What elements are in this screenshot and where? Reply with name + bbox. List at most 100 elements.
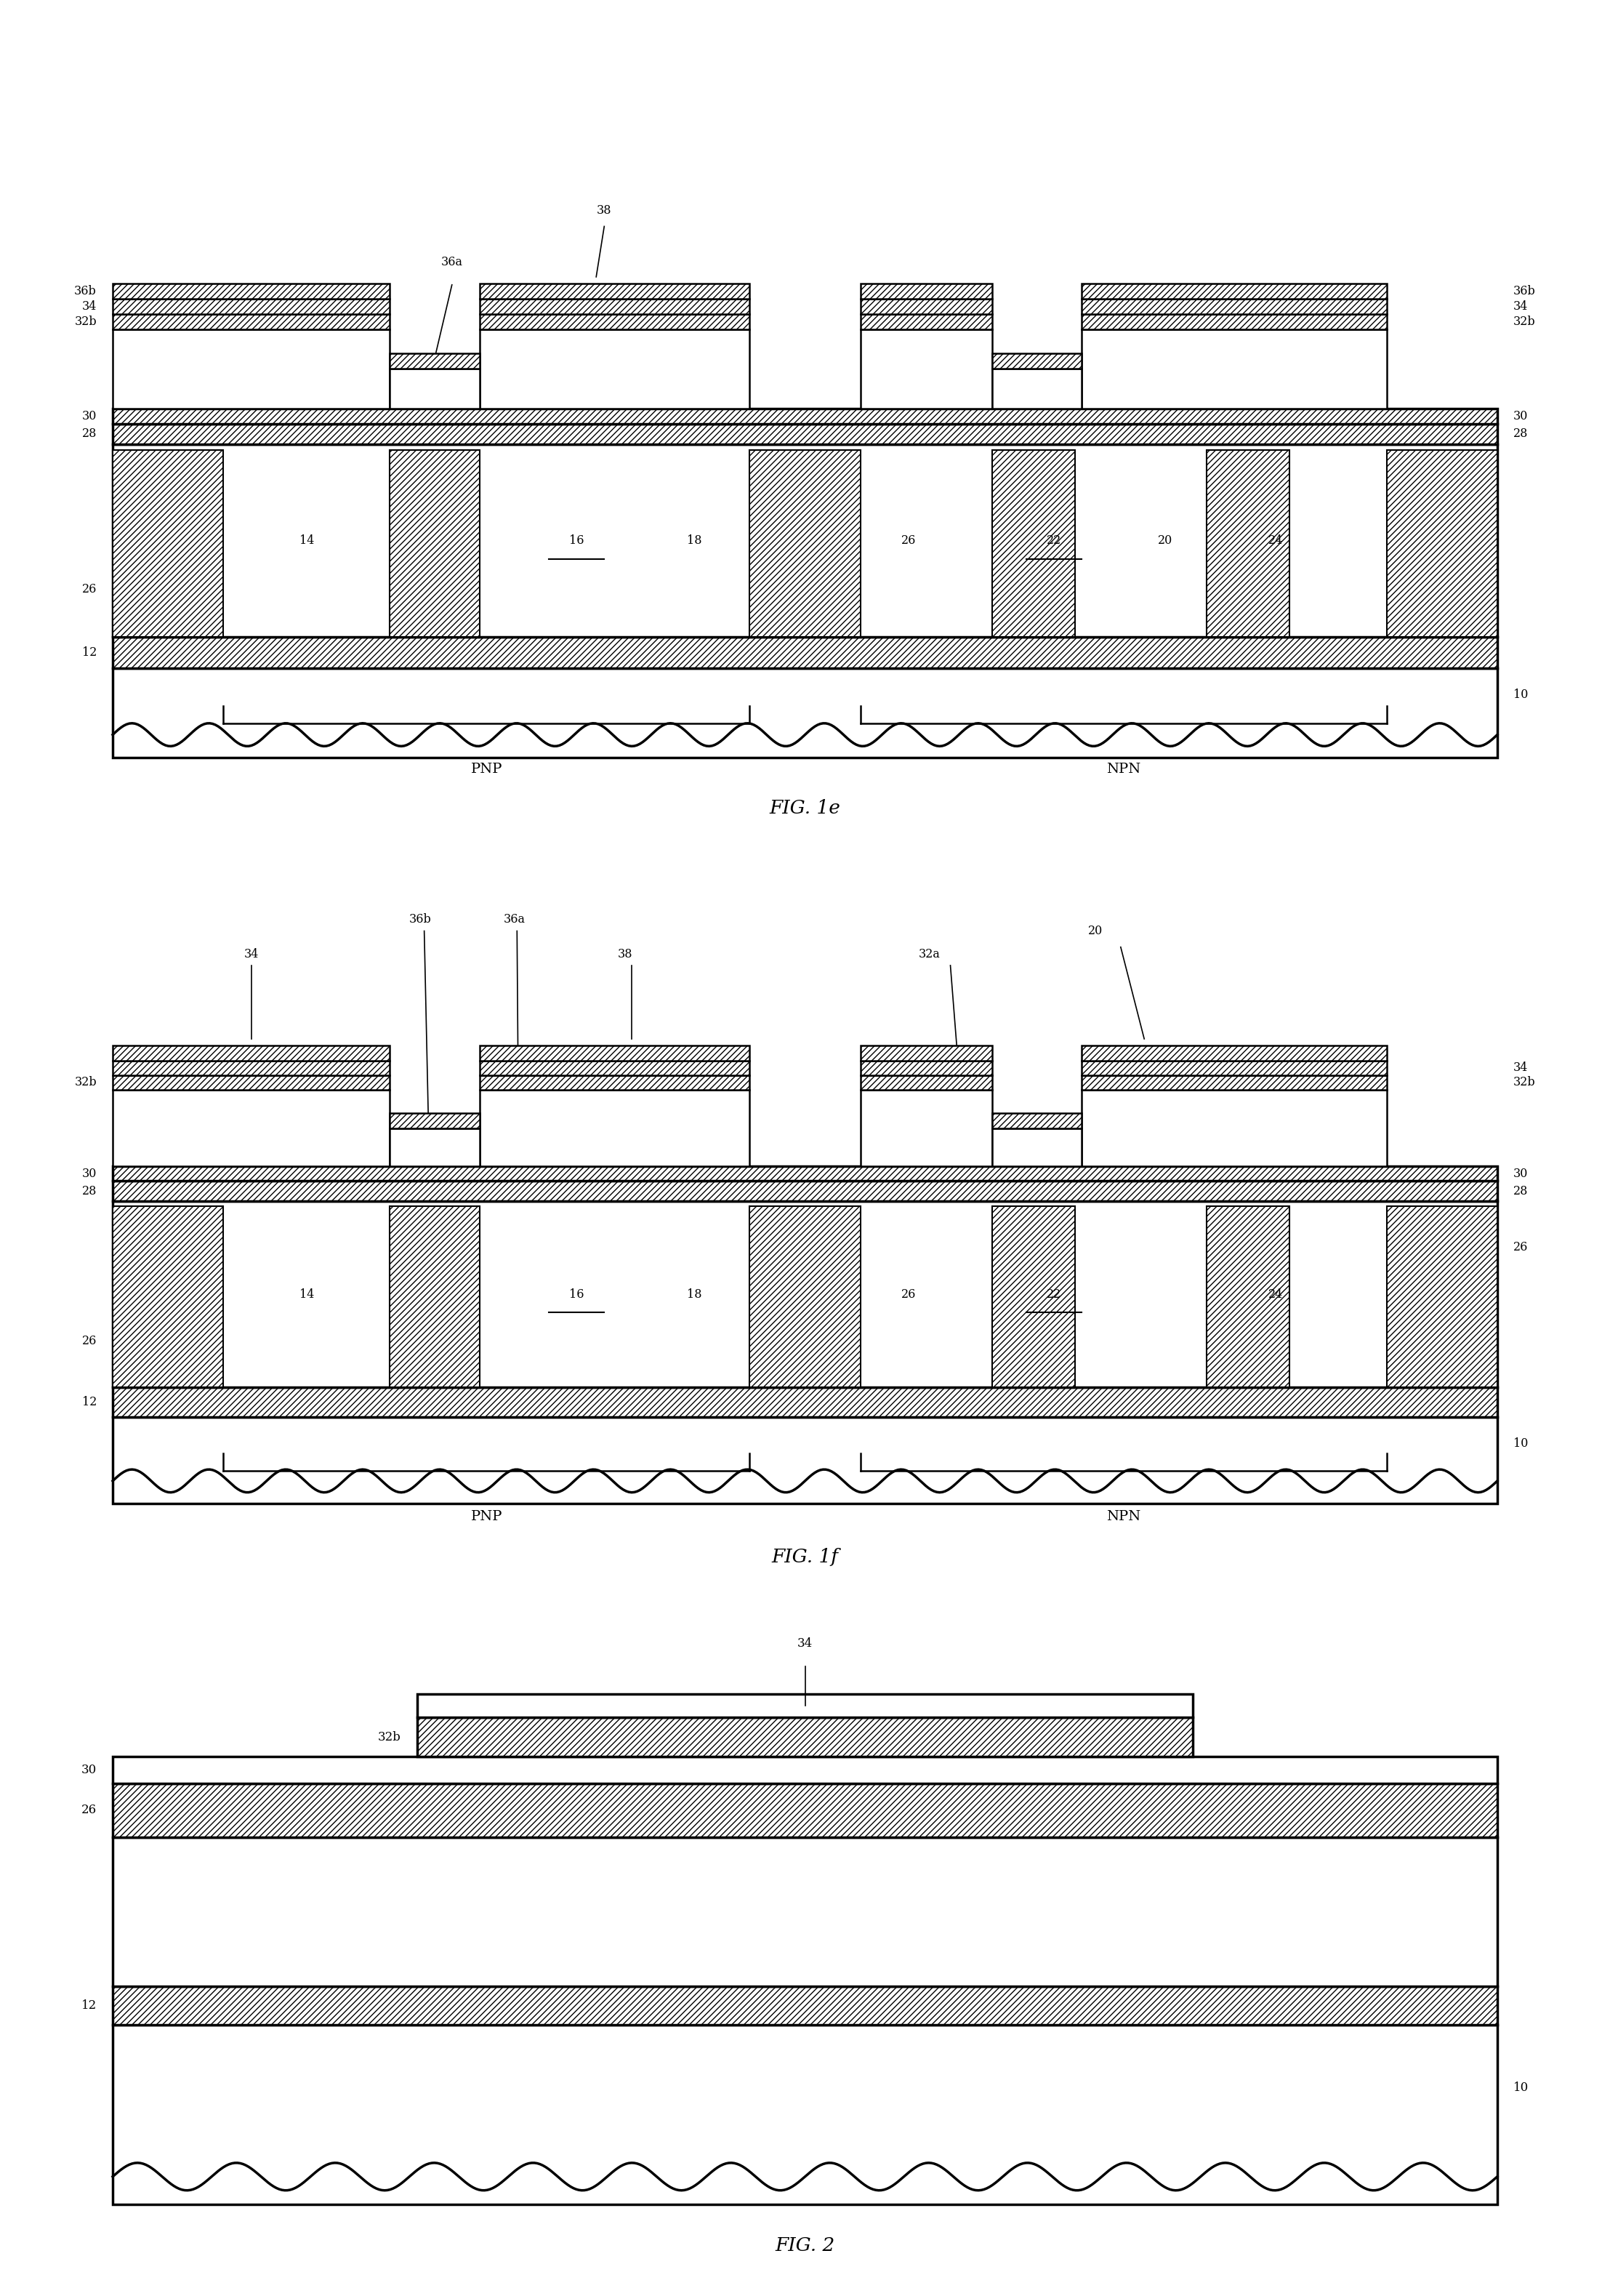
Text: 34: 34 [797, 1637, 813, 1649]
Bar [113, 1180, 1497, 1201]
Bar [390, 1114, 480, 1127]
Bar [390, 1127, 480, 1166]
Bar [113, 1417, 1497, 1504]
Bar [113, 1756, 1497, 1784]
Text: 14: 14 [299, 1288, 314, 1300]
Text: 26: 26 [1513, 1242, 1528, 1254]
Text: 32a: 32a [932, 379, 955, 390]
Bar [1082, 285, 1386, 298]
Text: FIG. 2: FIG. 2 [774, 2236, 836, 2255]
Bar [1082, 1075, 1386, 1091]
Bar [113, 1201, 1497, 1387]
Bar [1386, 1205, 1497, 1387]
Bar [113, 2025, 1497, 2204]
Bar [113, 443, 1497, 636]
Text: 30: 30 [82, 1166, 97, 1180]
Bar [390, 370, 480, 409]
Text: 36a: 36a [441, 255, 462, 269]
Bar [113, 328, 390, 409]
Bar [992, 1127, 1082, 1166]
Bar [480, 298, 750, 315]
Bar [113, 409, 1497, 422]
Bar [1082, 1061, 1386, 1075]
Text: 26: 26 [82, 583, 97, 595]
Bar [113, 1091, 390, 1166]
Bar [113, 1045, 390, 1061]
Text: FIG. 1f: FIG. 1f [771, 1548, 839, 1566]
Bar [480, 1045, 750, 1061]
Text: 18: 18 [687, 1288, 702, 1300]
Bar [860, 285, 992, 298]
Bar [113, 285, 390, 298]
Text: 10: 10 [1513, 689, 1528, 700]
Bar [417, 1717, 1193, 1756]
Bar [417, 1694, 1193, 1717]
Bar [113, 315, 390, 328]
Bar [860, 315, 992, 328]
Text: 32b: 32b [378, 1731, 401, 1743]
Text: 32b: 32b [74, 315, 97, 328]
Text: 32b: 32b [1513, 1077, 1536, 1088]
Text: 28: 28 [1513, 1185, 1528, 1196]
Text: 10: 10 [1513, 2082, 1530, 2094]
Text: 20: 20 [1158, 535, 1172, 546]
Text: 26: 26 [902, 1288, 916, 1300]
Text: 30: 30 [1513, 1166, 1528, 1180]
Text: 30: 30 [1513, 411, 1528, 422]
Bar [113, 668, 1497, 758]
Bar [750, 1205, 860, 1387]
Text: 26: 26 [902, 535, 916, 546]
Text: 24: 24 [1269, 1288, 1283, 1300]
Text: 30: 30 [80, 1763, 97, 1777]
Bar [1082, 1045, 1386, 1061]
Text: 28: 28 [1513, 427, 1528, 441]
Text: 28: 28 [82, 1185, 97, 1196]
Text: 24: 24 [1269, 535, 1283, 546]
Text: 16: 16 [568, 1288, 584, 1300]
Bar [480, 1061, 750, 1075]
Text: 12: 12 [82, 1396, 97, 1407]
Bar [1082, 1091, 1386, 1166]
Text: 36b: 36b [74, 285, 97, 298]
Text: 26: 26 [80, 1805, 97, 1816]
Text: 32b: 32b [74, 1077, 97, 1088]
Bar [992, 370, 1082, 409]
Text: 36b: 36b [409, 914, 431, 925]
Text: FIG. 1e: FIG. 1e [770, 799, 840, 817]
Bar [1206, 450, 1290, 636]
Bar [1082, 298, 1386, 315]
Text: 36b: 36b [1513, 285, 1536, 298]
Bar [390, 354, 480, 370]
Text: 10: 10 [1513, 1437, 1528, 1449]
Bar [860, 328, 992, 409]
Bar [113, 1075, 390, 1091]
Bar [480, 315, 750, 328]
Bar [113, 636, 1497, 668]
Bar [480, 328, 750, 409]
Bar [860, 1061, 992, 1075]
Bar [390, 450, 480, 636]
Bar [860, 1091, 992, 1166]
Text: 12: 12 [82, 647, 97, 659]
Text: 34: 34 [82, 301, 97, 312]
Bar [113, 1166, 1497, 1180]
Bar [1082, 315, 1386, 328]
Text: 38: 38 [618, 948, 633, 960]
Bar [113, 298, 390, 315]
Text: 32a: 32a [919, 948, 940, 960]
Bar [113, 1205, 224, 1387]
Bar [113, 1387, 1497, 1417]
Bar [992, 450, 1075, 636]
Text: PNP: PNP [470, 762, 502, 776]
Text: 22: 22 [1046, 535, 1061, 546]
Text: 28: 28 [82, 427, 97, 441]
Bar [480, 1091, 750, 1166]
Text: NPN: NPN [1106, 1511, 1140, 1525]
Bar [860, 1045, 992, 1061]
Text: 26: 26 [82, 1334, 97, 1348]
Text: 34: 34 [1513, 1061, 1528, 1075]
Bar [992, 1205, 1075, 1387]
Bar [113, 450, 224, 636]
Text: 38: 38 [597, 204, 612, 216]
Bar [480, 1075, 750, 1091]
